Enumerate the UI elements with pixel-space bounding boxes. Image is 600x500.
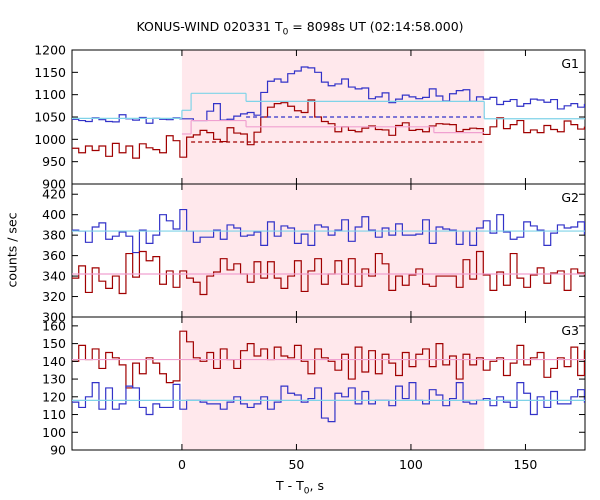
panel-g3-series bbox=[72, 330, 585, 423]
panel-g1-label: G1 bbox=[561, 56, 579, 71]
y-tick-label: 900 bbox=[42, 177, 66, 192]
panel-g3-frame bbox=[71, 316, 586, 451]
chart-title-suffix: = 8098s UT (02:14:58.000) bbox=[288, 19, 464, 34]
y-tick-label: 300 bbox=[42, 310, 66, 325]
x-tick-label: 150 bbox=[514, 457, 538, 472]
y-tick-label: 130 bbox=[42, 372, 66, 387]
y-tick-label: 1100 bbox=[34, 87, 66, 102]
y-axis-label: counts / sec bbox=[4, 212, 20, 288]
panel-g2-label: G2 bbox=[561, 190, 579, 205]
panel-g2-series-red-series-line bbox=[72, 250, 585, 296]
x-axis-label-subscript: 0 bbox=[303, 486, 310, 497]
y-tick-label: 1000 bbox=[34, 132, 66, 147]
y-tick-label: 1150 bbox=[34, 65, 66, 80]
panel-g1-series-red-series-line bbox=[72, 99, 585, 159]
y-tick-label: 360 bbox=[42, 248, 66, 263]
chart-title-subscript: 0 bbox=[282, 27, 289, 38]
y-tick-label: 100 bbox=[42, 425, 66, 440]
shaded-interval bbox=[181, 50, 485, 450]
y-tick-label: 420 bbox=[42, 187, 66, 202]
chart-title: KONUS-WIND 020331 T0 = 8098s UT (02:14:5… bbox=[0, 19, 600, 38]
x-axis-label-prefix: T - T bbox=[276, 478, 304, 493]
y-tick-label: 110 bbox=[42, 407, 66, 422]
panel-g2-series-blue-series-line bbox=[72, 208, 585, 254]
chart-title-prefix: KONUS-WIND 020331 T bbox=[136, 19, 283, 34]
y-tick-label: 380 bbox=[42, 228, 66, 243]
y-tick-label: 400 bbox=[42, 207, 66, 222]
y-tick-label: 150 bbox=[42, 336, 66, 351]
y-tick-label: 320 bbox=[42, 289, 66, 304]
y-tick-label: 1200 bbox=[34, 43, 66, 58]
y-tick-label: 140 bbox=[42, 354, 66, 369]
series-layer bbox=[72, 66, 585, 423]
y-tick-label: 90 bbox=[50, 443, 66, 458]
y-tick-label: 1050 bbox=[34, 110, 66, 125]
panel-g1-series bbox=[72, 66, 585, 159]
x-tick-label: 50 bbox=[288, 457, 304, 472]
panel-g3-label: G3 bbox=[561, 323, 579, 338]
panel-g3-series-blue-series-line bbox=[72, 382, 585, 423]
y-tick-label: 950 bbox=[42, 154, 66, 169]
x-tick-label: 0 bbox=[178, 457, 186, 472]
panel-g3-series-red-series-line bbox=[72, 330, 585, 389]
y-tick-label: 160 bbox=[42, 318, 66, 333]
y-tick-label: 120 bbox=[42, 389, 66, 404]
axes-layer: 90095010001050110011501200G1300320340360… bbox=[34, 43, 585, 472]
x-axis-label: T - T0, s bbox=[0, 478, 600, 497]
y-tick-label: 340 bbox=[42, 269, 66, 284]
x-axis-label-suffix: , s bbox=[309, 478, 324, 493]
panel-g2-series bbox=[72, 208, 585, 296]
source-interval-shading bbox=[181, 50, 485, 450]
x-tick-label: 100 bbox=[399, 457, 423, 472]
